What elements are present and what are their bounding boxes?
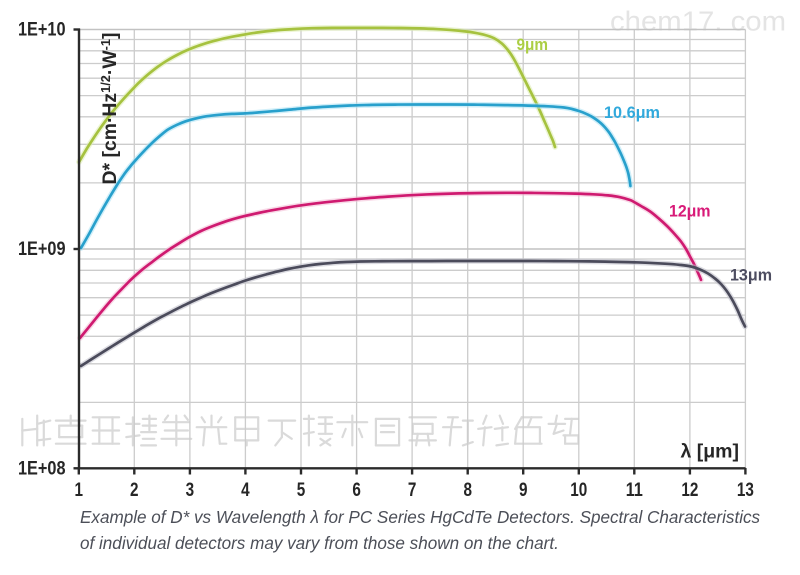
svg-text:chem17. com: chem17. com bbox=[610, 6, 786, 37]
svg-text:1E+09: 1E+09 bbox=[18, 239, 66, 260]
svg-text:10: 10 bbox=[570, 480, 587, 501]
svg-text:10.6μm: 10.6μm bbox=[604, 103, 660, 122]
svg-text:9: 9 bbox=[519, 480, 528, 501]
svg-text:D* [cm·Hz1/2·W-1]: D* [cm·Hz1/2·W-1] bbox=[99, 33, 121, 185]
svg-text:12: 12 bbox=[681, 480, 698, 501]
svg-text:7: 7 bbox=[408, 480, 417, 501]
svg-text:13: 13 bbox=[737, 480, 754, 501]
svg-text:1E+10: 1E+10 bbox=[18, 20, 66, 41]
svg-text:2: 2 bbox=[130, 480, 139, 501]
svg-text:11: 11 bbox=[626, 480, 643, 501]
svg-text:1: 1 bbox=[75, 480, 84, 501]
svg-text:13μm: 13μm bbox=[730, 266, 772, 285]
svg-text:4: 4 bbox=[241, 480, 250, 501]
svg-text:5: 5 bbox=[297, 480, 306, 501]
svg-text:λ [μm]: λ [μm] bbox=[681, 442, 740, 463]
svg-text:12μm: 12μm bbox=[669, 202, 711, 221]
svg-text:3: 3 bbox=[186, 480, 195, 501]
svg-text:Example of D* vs Wavelength λ: Example of D* vs Wavelength λ for PC Ser… bbox=[80, 508, 761, 527]
svg-text:8: 8 bbox=[463, 480, 472, 501]
svg-text:9μm: 9μm bbox=[517, 35, 549, 54]
svg-text:of individual detectors may va: of individual detectors may vary from th… bbox=[80, 534, 559, 553]
svg-text:1E+08: 1E+08 bbox=[18, 459, 66, 480]
svg-text:6: 6 bbox=[352, 480, 361, 501]
